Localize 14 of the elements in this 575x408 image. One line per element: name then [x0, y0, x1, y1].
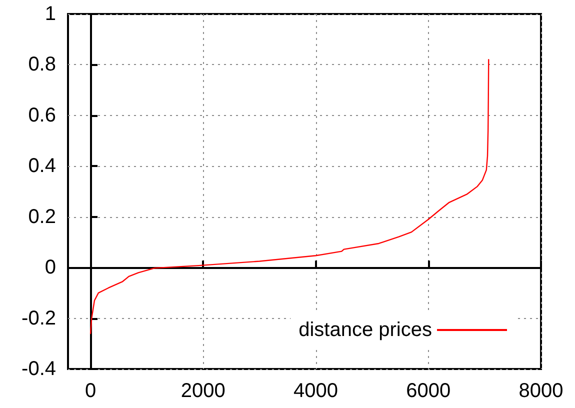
x-tick-label: 4000: [294, 380, 338, 402]
x-tick-label: 2000: [180, 380, 226, 402]
y-tick-label: 0.6: [28, 104, 56, 126]
legend-label: distance prices: [298, 319, 432, 341]
x-tick-label: 0: [84, 380, 96, 402]
y-tick-label: 0.4: [28, 155, 56, 178]
y-tick-label: -0.4: [22, 358, 56, 380]
x-tick-label: 6000: [406, 380, 451, 402]
y-tick-label: 0.8: [28, 54, 56, 76]
y-tick-label: 0: [44, 256, 56, 279]
y-tick-label: -0.2: [22, 307, 56, 330]
y-tick-label: 0.2: [28, 206, 56, 228]
y-tick-label: 1: [44, 3, 56, 25]
x-tick-label: 8000: [518, 380, 564, 402]
